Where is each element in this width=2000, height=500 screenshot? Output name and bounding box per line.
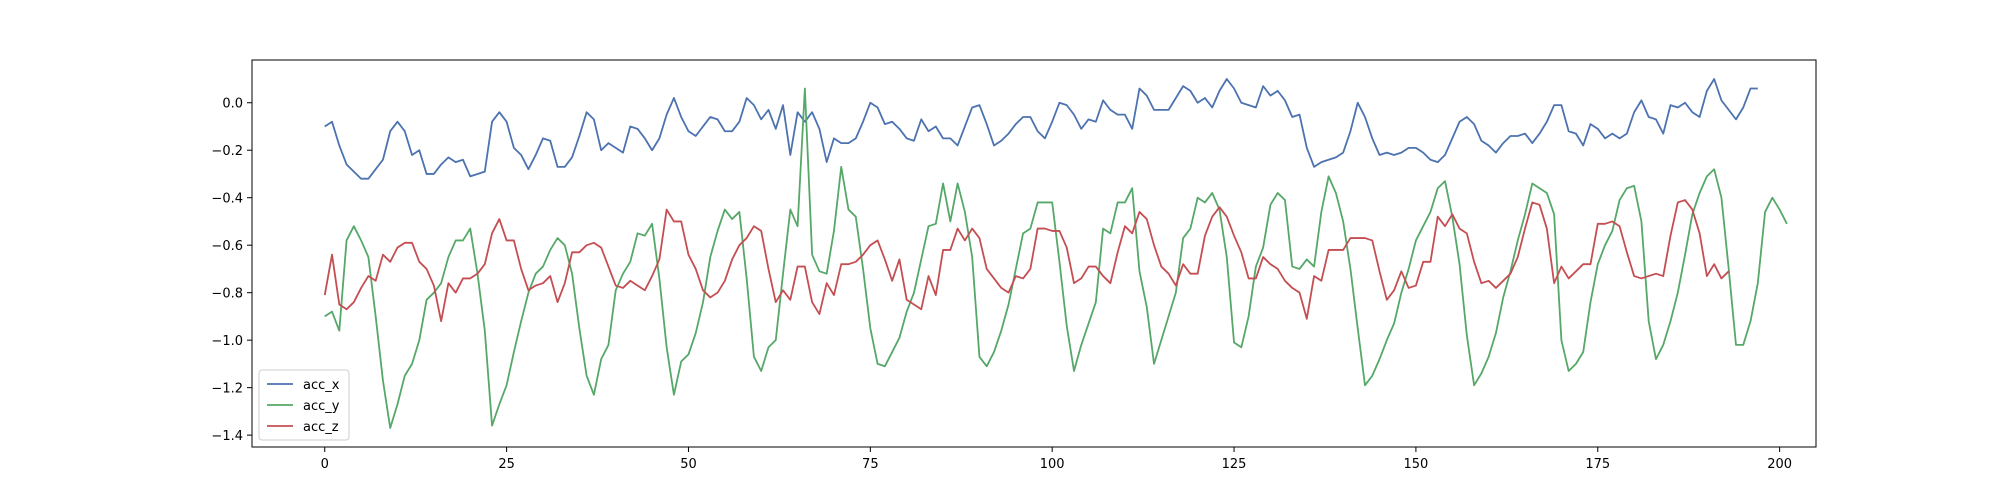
x-tick-label: 25 (498, 457, 515, 472)
x-tick-label: 100 (1040, 457, 1065, 472)
y-tick-label: −0.8 (211, 287, 243, 302)
x-tick-label: 175 (1585, 457, 1610, 472)
series-line-acc_y (324, 87, 1788, 429)
y-tick-label: −1.0 (211, 334, 243, 349)
y-tick-label: 0.0 (222, 97, 243, 112)
legend-label-acc_z: acc_z (303, 420, 339, 435)
y-axis: −1.4 −1.2 −1.0 −0.8 −0.6 −0.4 −0.2 0.0 (211, 97, 252, 444)
y-tick-label: −1.2 (211, 382, 243, 397)
series-line-acc_z (323, 199, 1730, 323)
x-tick-label: 75 (862, 457, 879, 472)
y-tick-label: −0.4 (211, 192, 243, 207)
legend-label-acc_x: acc_x (303, 378, 340, 393)
x-tick-label: 150 (1403, 457, 1428, 472)
x-tick-label: 200 (1767, 457, 1792, 472)
legend-box (258, 369, 350, 441)
y-tick-label: −0.2 (211, 144, 243, 159)
plot-marks (323, 78, 1788, 429)
y-tick-label: −1.4 (211, 429, 243, 444)
series-line-acc_x (324, 78, 1758, 180)
x-tick-label: 50 (680, 457, 697, 472)
x-tick-label: 0 (321, 457, 329, 472)
x-axis: 0 25 50 75 100 125 150 175 200 (321, 447, 1792, 472)
legend-label-acc_y: acc_y (303, 399, 340, 414)
legend: acc_x acc_y acc_z (258, 369, 350, 441)
x-tick-label: 125 (1222, 457, 1247, 472)
y-tick-label: −0.6 (211, 239, 243, 254)
plot-frame (251, 59, 1817, 448)
